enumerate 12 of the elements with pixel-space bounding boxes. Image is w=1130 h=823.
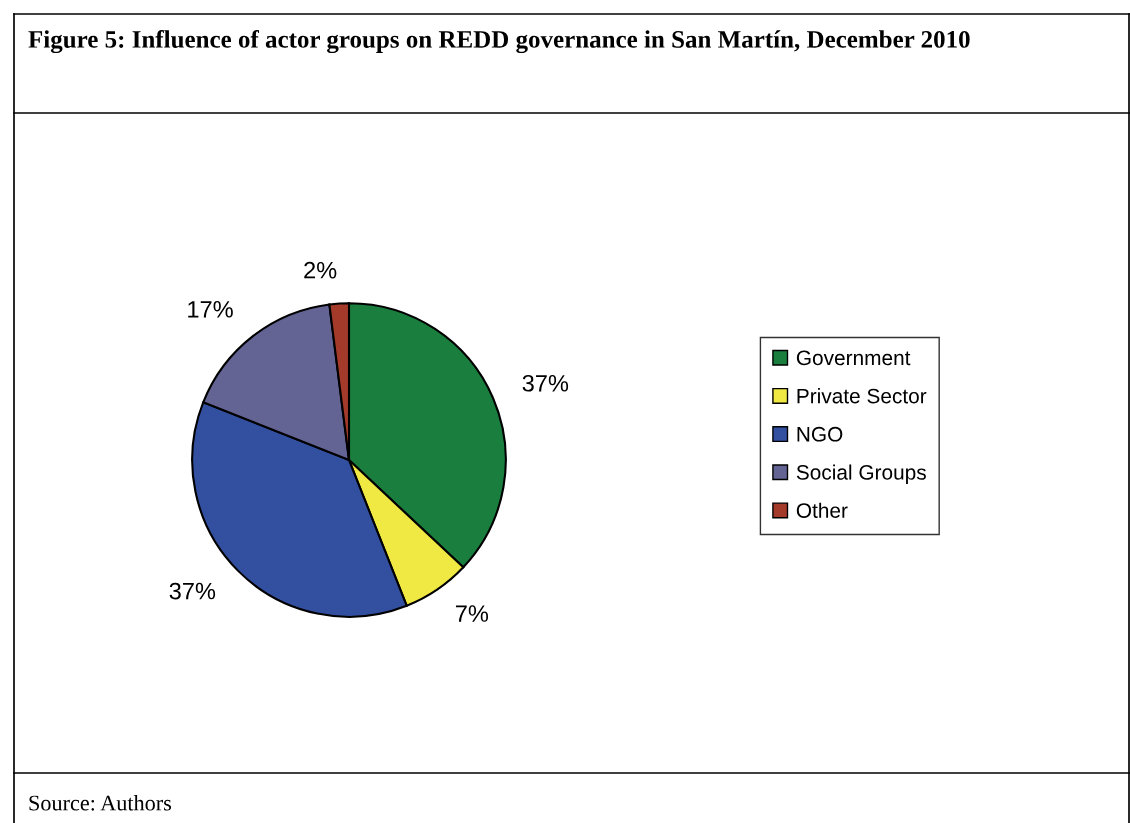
data-label: 37% <box>522 374 569 392</box>
data-label: 17% <box>188 301 233 318</box>
legend-label: Government <box>796 350 911 366</box>
legend-label: Other <box>796 502 848 518</box>
chart-title: Figure 5: Influence of actor groups on REDD governance in San Martín, December 2010 <box>28 30 970 54</box>
source-note: Source: Authors <box>29 794 172 811</box>
legend-label: Private Sector <box>797 388 927 404</box>
data-label: 2% <box>304 261 337 279</box>
legend-label: NGO <box>797 426 843 442</box>
data-label: 37% <box>169 582 216 600</box>
legend-label: Social Groups <box>796 464 926 484</box>
data-label: 7% <box>455 605 489 622</box>
